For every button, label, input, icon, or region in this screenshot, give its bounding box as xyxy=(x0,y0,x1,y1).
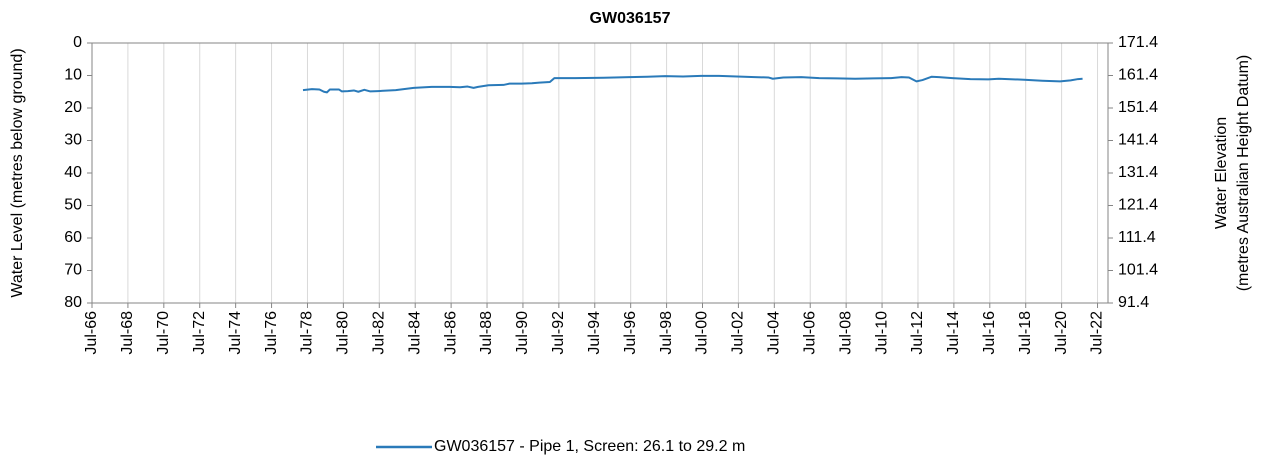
x-tick-label: Jul-72 xyxy=(191,311,208,355)
y-tick-label: 60 xyxy=(64,229,82,246)
x-tick-label: Jul-12 xyxy=(909,311,926,355)
y-tick-label: 30 xyxy=(64,132,82,149)
x-tick-label: Jul-02 xyxy=(730,311,747,355)
x-tick-label: Jul-96 xyxy=(622,311,639,355)
chart-title: GW036157 xyxy=(590,10,671,27)
x-tick-label: Jul-98 xyxy=(658,311,675,355)
x-tick-label: Jul-20 xyxy=(1053,311,1070,355)
x-tick-label: Jul-90 xyxy=(514,311,531,355)
x-tick-label: Jul-82 xyxy=(371,311,388,355)
y2-tick-label: 121.4 xyxy=(1118,197,1158,214)
x-tick-label: Jul-88 xyxy=(478,311,495,355)
x-tick-label: Jul-04 xyxy=(766,311,783,355)
x-tick-label: Jul-10 xyxy=(873,311,890,355)
y2-tick-label: 131.4 xyxy=(1118,164,1158,181)
x-tick-label: Jul-08 xyxy=(837,311,854,355)
x-tick-label: Jul-94 xyxy=(586,311,603,355)
x-tick-label: Jul-78 xyxy=(299,311,316,355)
y2-tick-label: 101.4 xyxy=(1118,262,1158,279)
x-tick-label: Jul-92 xyxy=(550,311,567,355)
x-tick-label: Jul-06 xyxy=(801,311,818,355)
data-line xyxy=(302,74,1083,94)
y2-tick-label: 111.4 xyxy=(1118,229,1156,246)
y-tick-label: 20 xyxy=(64,99,82,116)
x-tick-label: Jul-66 xyxy=(83,311,100,355)
x-tick-label: Jul-22 xyxy=(1089,311,1106,355)
x-tick-label: Jul-70 xyxy=(155,311,172,355)
y-tick-label: 40 xyxy=(64,164,82,181)
y2-tick-label: 91.4 xyxy=(1118,294,1149,311)
y-tick-label: 0 xyxy=(73,34,82,51)
y2-tick-label: 171.4 xyxy=(1118,34,1158,51)
x-tick-label: Jul-18 xyxy=(1017,311,1034,355)
x-tick-label: Jul-84 xyxy=(406,311,423,355)
x-tick-label: Jul-16 xyxy=(981,311,998,355)
plot-frame xyxy=(91,42,1109,304)
y-tick-label: 50 xyxy=(64,197,82,214)
x-tick-label: Jul-14 xyxy=(945,311,962,355)
y2-tick-label: 161.4 xyxy=(1118,67,1158,84)
y2-tick-label: 151.4 xyxy=(1118,99,1158,116)
y-axis-label: Water Level (metres below ground) xyxy=(9,48,26,297)
y-tick-label: 80 xyxy=(64,294,82,311)
x-tick-label: Jul-86 xyxy=(442,311,459,355)
y-tick-label: 70 xyxy=(64,262,82,279)
x-tick-label: Jul-74 xyxy=(227,311,244,355)
y-tick-label: 10 xyxy=(64,67,82,84)
x-tick-label: Jul-00 xyxy=(694,311,711,355)
y2-tick-label: 141.4 xyxy=(1118,132,1158,149)
y2-axis-label: Water Elevation xyxy=(1213,117,1230,229)
x-tick-label: Jul-80 xyxy=(335,311,352,355)
x-tick-label: Jul-68 xyxy=(119,311,136,355)
y2-axis-label: (metres Australian Height Datum) xyxy=(1235,55,1252,292)
x-tick-label: Jul-76 xyxy=(263,311,280,355)
legend-label: GW036157 - Pipe 1, Screen: 26.1 to 29.2 … xyxy=(434,438,745,455)
